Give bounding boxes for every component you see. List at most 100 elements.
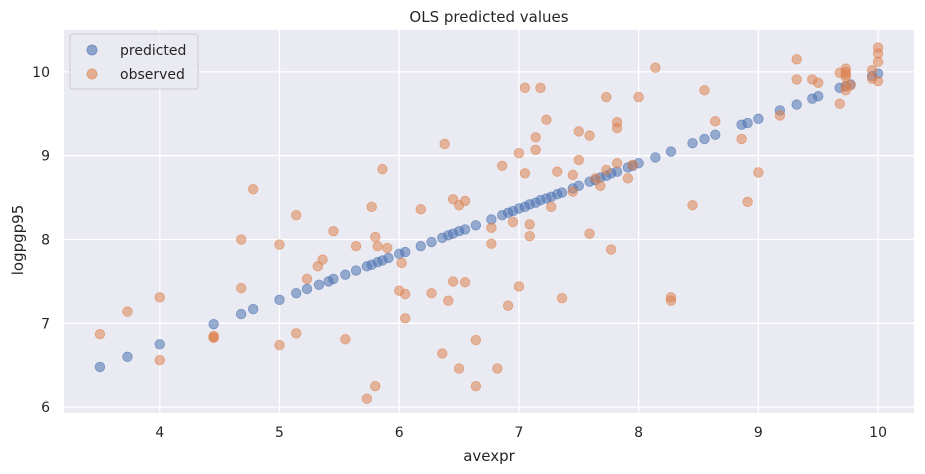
observed-point [274,239,285,250]
observed-point [774,110,786,121]
predicted-point [350,265,362,276]
observed-point [154,355,165,366]
predicted-point [426,236,437,248]
y-tick-label: 7 [41,316,50,332]
predicted-point [400,246,411,258]
observed-point [601,91,612,103]
observed-point [753,167,764,178]
observed-point [710,116,721,127]
predicted-point [208,318,219,330]
observed-point [665,295,677,306]
observed-point [470,334,482,346]
y-tick-label: 8 [41,233,50,249]
y-tick-label: 6 [41,400,50,416]
predicted-point [556,187,568,198]
observed-point [791,54,802,65]
observed-point [235,234,247,245]
predicted-point [687,137,698,149]
legend-marker-observed [86,68,98,80]
x-tick-label: 7 [514,425,523,441]
predicted-point [710,129,721,140]
observed-point [496,160,508,171]
observed-point [400,313,411,324]
data-points [94,42,884,404]
observed-point [439,138,450,150]
observed-point [370,380,381,392]
observed-point [813,77,824,89]
observed-point [382,242,393,254]
legend-label-predicted: predicted [120,43,186,59]
predicted-point [247,303,259,315]
predicted-point [650,152,661,163]
observed-point [513,147,525,159]
observed-point [291,328,302,339]
predicted-point [699,133,710,145]
observed-point [699,85,710,96]
predicted-point [328,273,339,285]
observed-point [426,287,437,299]
observed-point [834,98,845,109]
observed-point [400,288,411,300]
observed-point [396,257,407,269]
predicted-point [235,308,247,320]
observed-point [567,186,579,197]
predicted-point [742,117,753,129]
observed-point [605,244,617,255]
observed-point [350,241,362,252]
observed-point [524,219,535,230]
observed-point [154,292,165,303]
legend-marker-predicted [86,44,98,56]
observed-point [513,281,525,292]
observed-point [650,62,661,73]
observed-point [370,231,381,243]
observed-point [470,380,482,392]
observed-point [366,201,377,213]
observed-point [552,166,563,177]
observed-point [415,204,426,215]
observed-point [845,80,856,91]
observed-point [573,154,584,166]
predicted-point [122,351,133,363]
observed-point [736,133,747,145]
observed-point [627,159,638,171]
predicted-point [274,294,285,306]
observed-point [340,334,351,345]
observed-point [122,306,133,317]
observed-point [519,168,531,179]
observed-point [584,130,595,141]
observed-point [601,164,612,176]
observed-point [247,184,259,195]
observed-point [590,173,601,184]
observed-point [459,277,471,288]
observed-point [840,71,851,83]
x-tick-label: 6 [395,425,404,441]
legend: predicted observed [69,33,199,90]
observed-point [361,393,373,404]
observed-point [546,201,557,213]
predicted-point [791,99,802,110]
observed-point [274,339,285,351]
x-tick-label: 4 [155,425,164,441]
x-tick-label: 10 [869,425,887,441]
x-tick-label: 9 [754,425,763,441]
observed-point [524,230,535,242]
y-tick-label: 9 [41,149,50,165]
y-tick-labels: 6 7 8 9 10 [32,65,50,416]
x-tick-labels: 4 5 6 7 8 9 10 [155,425,887,441]
observed-point [437,348,448,359]
observed-point [291,210,302,221]
observed-point [372,241,383,252]
predicted-point [415,241,426,252]
predicted-point [313,279,325,290]
observed-point [541,114,552,125]
predicted-point [813,91,824,102]
observed-point [235,282,247,294]
observed-point [622,173,634,184]
predicted-point [340,269,351,280]
observed-point [791,74,802,85]
observed-point [595,180,606,192]
observed-point [301,273,313,285]
x-axis-label: avexpr [463,447,515,465]
legend-box [69,33,199,90]
